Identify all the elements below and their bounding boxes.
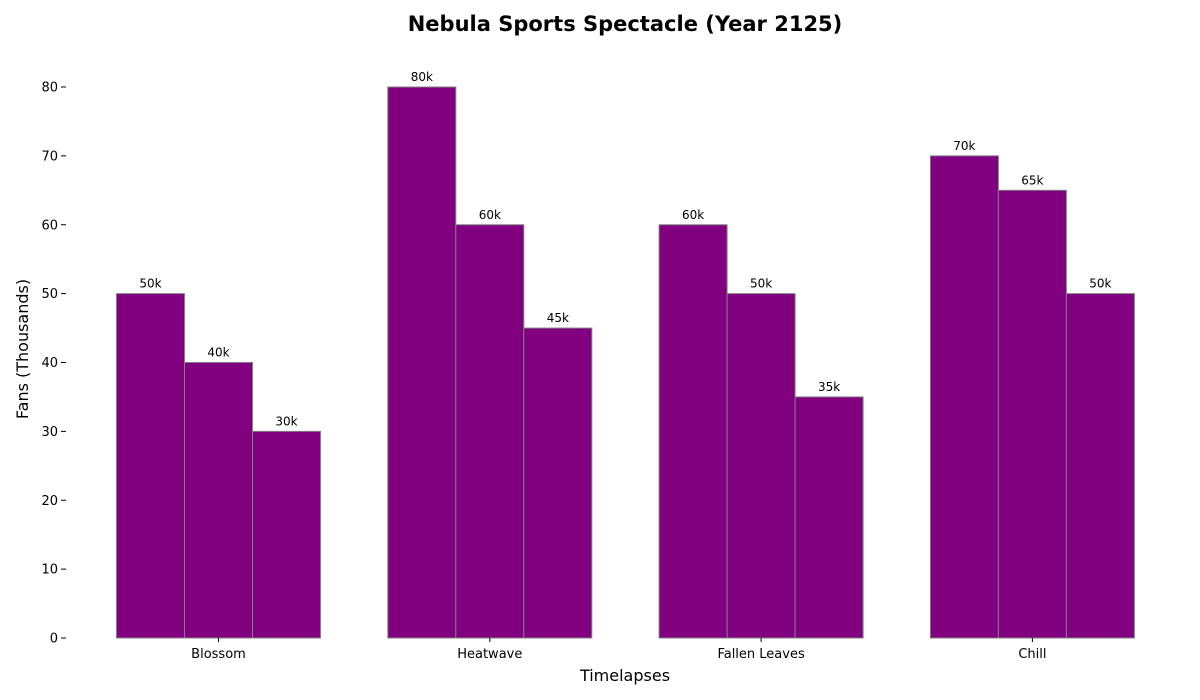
bar xyxy=(929,155,999,639)
bar xyxy=(387,86,457,639)
bar xyxy=(726,293,796,639)
y-tick-label: 30 xyxy=(41,425,58,440)
y-tick-label: 60 xyxy=(41,218,58,233)
bar-value-label: 30k xyxy=(275,414,297,428)
y-tick-label: 40 xyxy=(41,356,58,371)
bar-value-label: 80k xyxy=(411,70,433,84)
y-axis-label: Fans (Thousands) xyxy=(13,279,32,419)
x-tick-label: Blossom xyxy=(191,647,246,662)
bar xyxy=(523,327,593,639)
bar-value-label: 70k xyxy=(953,139,975,153)
chart-title: Nebula Sports Spectacle (Year 2125) xyxy=(408,12,843,36)
bar-value-label: 45k xyxy=(547,311,569,325)
bar xyxy=(184,362,253,639)
bar-value-label: 50k xyxy=(1089,277,1111,291)
x-axis-label: Timelapses xyxy=(579,666,670,685)
bar-value-label: 50k xyxy=(139,277,161,291)
y-tick-label: 50 xyxy=(41,287,58,302)
bar-value-label: 40k xyxy=(207,346,229,360)
bar xyxy=(658,224,728,639)
bar xyxy=(252,430,321,639)
y-tick-label: 20 xyxy=(41,494,58,509)
bar xyxy=(997,189,1067,639)
bar xyxy=(455,224,525,639)
bar-value-label: 60k xyxy=(682,208,704,222)
bar-value-label: 60k xyxy=(479,208,501,222)
bar-value-label: 65k xyxy=(1021,173,1043,187)
y-tick-label: 80 xyxy=(41,81,58,96)
bar xyxy=(794,396,864,639)
x-tick-label: Chill xyxy=(1018,647,1046,662)
bar-value-label: 50k xyxy=(750,277,772,291)
x-tick-label: Fallen Leaves xyxy=(717,647,805,662)
plot-area: 0 10 20 30 40 50 60 70 80 50k 40k 30k Blossom 80k 60k 4… xyxy=(41,70,1135,662)
bar xyxy=(116,293,185,639)
bar xyxy=(1065,293,1135,639)
y-tick-label: 10 xyxy=(41,563,58,578)
y-tick-label: 70 xyxy=(41,149,58,164)
y-tick-label: 0 xyxy=(50,632,58,647)
bar-value-label: 35k xyxy=(818,380,840,394)
x-tick-label: Heatwave xyxy=(457,647,522,662)
